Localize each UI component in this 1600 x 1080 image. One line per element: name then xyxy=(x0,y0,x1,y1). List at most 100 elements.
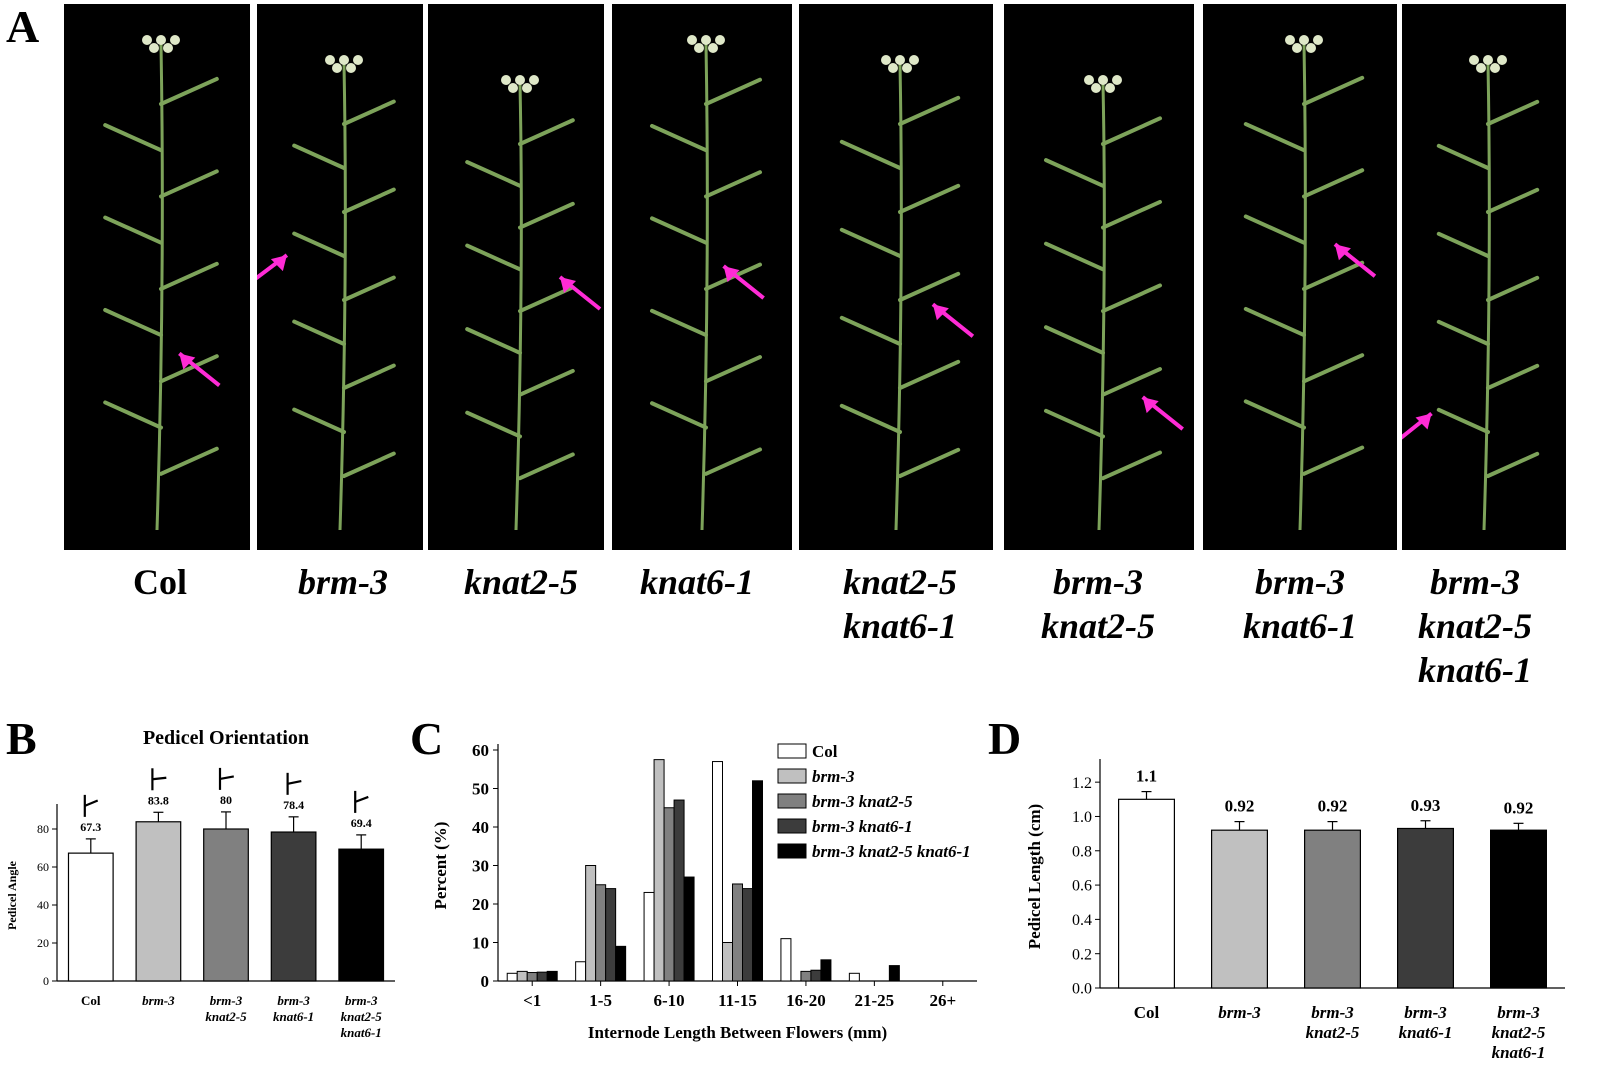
silique xyxy=(704,262,762,291)
genotype-label-line: brm-3 xyxy=(1430,562,1520,602)
inflorescence-photo xyxy=(64,4,250,550)
bar xyxy=(1397,827,1455,989)
silique xyxy=(898,447,961,478)
flower-bud xyxy=(895,55,905,65)
stem xyxy=(514,83,523,531)
genotype-label: brm-3 knat2-5 knat6-1 xyxy=(1385,560,1565,692)
flower-bud xyxy=(515,75,525,85)
stem xyxy=(894,63,903,531)
category-label: brm-3 xyxy=(1311,1003,1354,1022)
flower-bud xyxy=(1091,83,1101,93)
y-axis-label: Percent (%) xyxy=(431,822,450,910)
bar xyxy=(673,799,685,982)
silique xyxy=(1486,99,1540,126)
stem xyxy=(700,43,709,531)
silique xyxy=(159,261,219,291)
genotype-label: knat6-1 xyxy=(607,560,787,604)
arrow-head-icon xyxy=(1334,244,1351,261)
bar xyxy=(1211,829,1269,989)
panel-label-b: B xyxy=(6,713,37,764)
silique xyxy=(1486,451,1540,478)
bar xyxy=(575,961,587,982)
genotype-label: Col xyxy=(70,560,250,604)
x-tick-label: 11-15 xyxy=(718,991,757,1010)
silique xyxy=(465,243,522,272)
stem xyxy=(1298,43,1307,531)
silique xyxy=(1436,319,1490,346)
flower-bud xyxy=(346,63,356,73)
bar xyxy=(67,852,114,982)
category-label: Col xyxy=(1134,1003,1160,1022)
inflorescence-photo xyxy=(1004,4,1194,550)
panel-label-a: A xyxy=(6,1,40,52)
x-tick-label: 1-5 xyxy=(589,991,612,1010)
flower-bud xyxy=(715,35,725,45)
category-label: knat2-5 xyxy=(205,1009,247,1024)
silique xyxy=(704,170,762,199)
arrow-head-icon xyxy=(1142,397,1159,414)
value-label: 69.4 xyxy=(351,816,372,830)
silique xyxy=(292,319,346,346)
bar xyxy=(742,888,753,982)
flower-bud xyxy=(1476,63,1486,73)
arrow-head-icon xyxy=(723,266,740,283)
silique xyxy=(342,275,396,302)
silique xyxy=(704,77,762,106)
pedicel-length-chart: 0.0 0.2 0.4 0.6 0.8 1.0 1.2 1.1 Col 0.92 brm-3 0.92… xyxy=(1025,759,1565,1062)
silique xyxy=(292,143,346,170)
silique xyxy=(1243,122,1306,153)
flower-bud xyxy=(529,75,539,85)
flower-bud xyxy=(701,35,711,45)
bar xyxy=(1117,798,1175,989)
y-tick-label: 0.0 xyxy=(1072,981,1092,998)
genotype-label-line: brm-3 xyxy=(1255,562,1345,602)
flower-bud xyxy=(332,63,342,73)
category-label: brm-3 xyxy=(1218,1003,1261,1022)
silique xyxy=(159,76,219,106)
silique xyxy=(103,400,163,430)
y-tick-label: 0.8 xyxy=(1072,843,1092,860)
angle-glyph-branch xyxy=(84,799,99,807)
y-tick-label: 0.2 xyxy=(1072,946,1092,963)
flower-bud xyxy=(522,83,532,93)
y-tick-label: 0.6 xyxy=(1072,878,1092,895)
flower-bud xyxy=(694,43,704,53)
bar xyxy=(203,828,249,982)
y-axis-label: Pedicel Length (cm) xyxy=(1025,804,1044,949)
bar xyxy=(546,970,558,982)
genotype-label-line: knat6-1 xyxy=(639,562,754,602)
silique xyxy=(292,231,346,258)
angle-glyph-branch xyxy=(152,776,167,781)
silique xyxy=(1101,199,1162,230)
silique xyxy=(1243,306,1306,338)
flower-bud xyxy=(1299,35,1309,45)
genotype-label: brm-3 knat6-1 xyxy=(1210,560,1390,648)
silique xyxy=(518,118,575,146)
y-tick-label: 50 xyxy=(472,780,489,799)
silique xyxy=(898,183,961,214)
y-tick-label: 1.0 xyxy=(1072,809,1092,826)
flower-bud xyxy=(142,35,152,45)
silique xyxy=(518,368,575,397)
genotype-label: brm-3 knat2-5 xyxy=(1008,560,1188,648)
silique xyxy=(342,187,396,214)
silique xyxy=(650,123,708,153)
flower-bud xyxy=(909,55,919,65)
y-tick-label: 60 xyxy=(37,860,49,874)
silique xyxy=(650,401,708,430)
silique xyxy=(898,359,961,390)
flower-bud xyxy=(1112,75,1122,85)
bar xyxy=(780,938,792,982)
silique xyxy=(650,216,708,245)
value-label: 0.92 xyxy=(1225,797,1255,816)
x-tick-label: 6-10 xyxy=(653,991,684,1010)
flower-bud xyxy=(1285,35,1295,45)
silique xyxy=(465,410,522,439)
silique xyxy=(1243,214,1306,245)
x-axis-label: Internode Length Between Flowers (mm) xyxy=(588,1023,887,1042)
value-label: 0.92 xyxy=(1504,798,1534,817)
silique xyxy=(839,315,902,346)
y-tick-label: 40 xyxy=(472,818,489,837)
silique xyxy=(103,308,163,338)
